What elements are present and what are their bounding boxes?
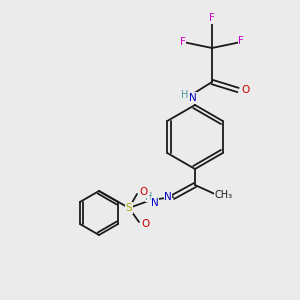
Text: O: O bbox=[142, 219, 150, 229]
Text: N: N bbox=[189, 93, 197, 103]
Text: H: H bbox=[181, 90, 189, 100]
Text: O: O bbox=[140, 187, 148, 197]
Text: O: O bbox=[241, 85, 249, 95]
Text: N: N bbox=[164, 192, 172, 202]
Text: S: S bbox=[126, 203, 132, 213]
Text: F: F bbox=[180, 37, 186, 47]
Text: CH₃: CH₃ bbox=[215, 190, 233, 200]
Text: N: N bbox=[151, 198, 159, 208]
Text: F: F bbox=[238, 36, 244, 46]
Text: F: F bbox=[209, 13, 215, 23]
Text: H: H bbox=[145, 192, 153, 202]
